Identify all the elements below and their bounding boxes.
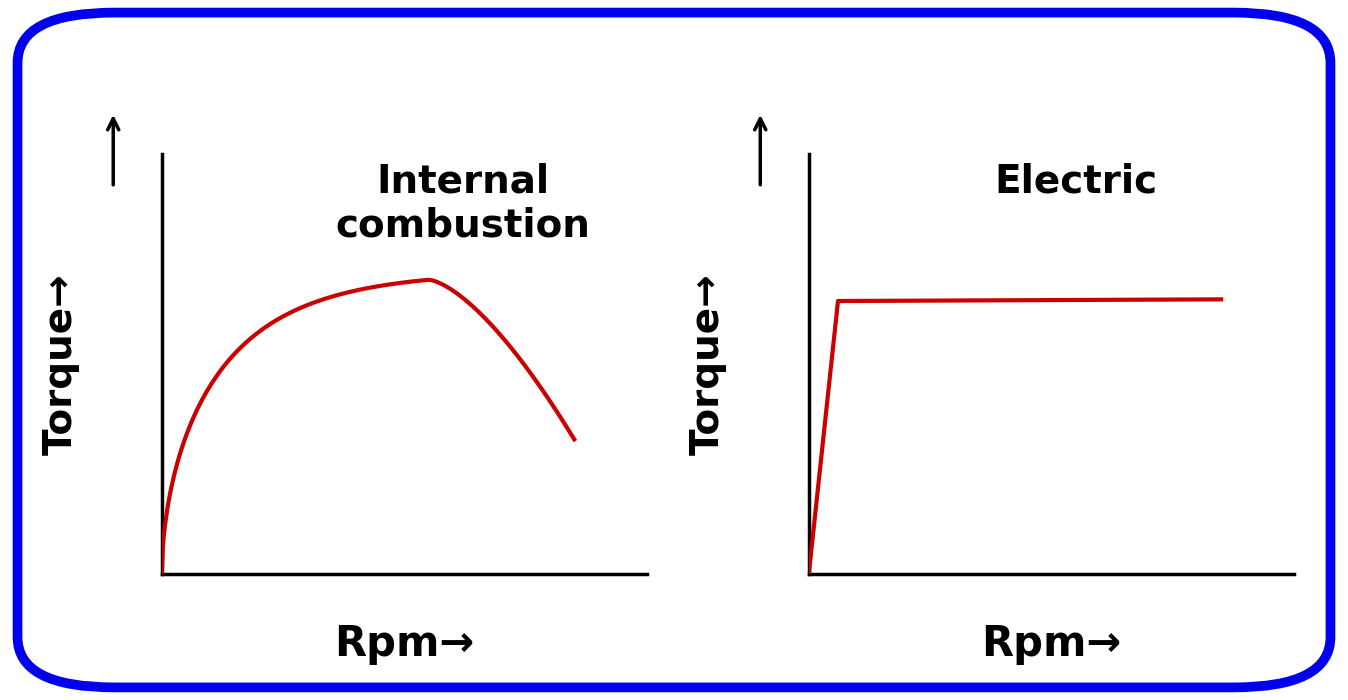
Text: Rpm→: Rpm→ bbox=[334, 623, 474, 665]
Text: Torque→: Torque→ bbox=[42, 273, 80, 455]
Text: Torque→: Torque→ bbox=[689, 273, 727, 455]
Text: Internal
combustion: Internal combustion bbox=[336, 162, 590, 244]
Text: Rpm→: Rpm→ bbox=[981, 623, 1122, 665]
Text: Electric: Electric bbox=[993, 162, 1158, 200]
